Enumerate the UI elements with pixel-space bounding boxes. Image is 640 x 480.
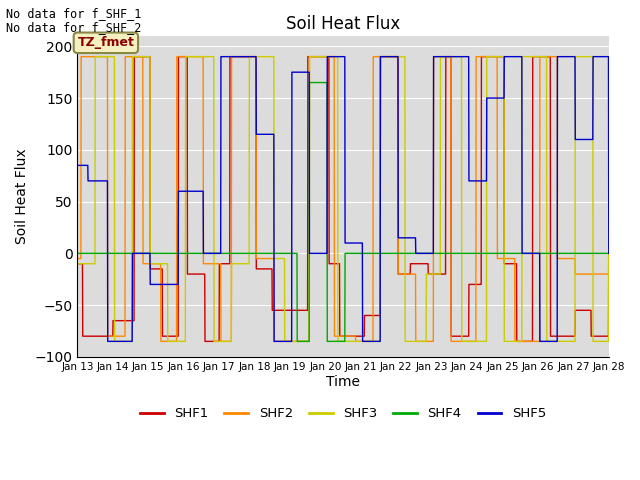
SHF2: [157, 338, 164, 344]
SHF2: [589, 271, 597, 277]
SHF3: [318, 54, 326, 60]
Line: SHF4: SHF4: [77, 83, 609, 341]
SHF5: [605, 251, 612, 256]
Line: SHF2: SHF2: [77, 57, 609, 341]
Line: SHF3: SHF3: [77, 57, 609, 341]
SHF4: [332, 338, 340, 344]
SHF1: [74, 261, 81, 266]
SHF4: [100, 251, 108, 256]
SHF1: [590, 333, 598, 339]
SHF4: [306, 80, 314, 85]
SHF1: [100, 333, 108, 339]
SHF3: [332, 54, 340, 60]
SHF5: [217, 54, 225, 60]
SHF5: [590, 54, 598, 60]
SHF1: [131, 54, 138, 60]
SHF3: [590, 338, 598, 344]
SHF3: [111, 338, 118, 344]
SHF1: [605, 251, 612, 256]
SHF3: [101, 54, 109, 60]
SHF3: [605, 251, 612, 256]
Text: No data for f_SHF_2: No data for f_SHF_2: [6, 21, 142, 34]
SHF5: [318, 251, 326, 256]
SHF3: [492, 54, 500, 60]
SHF5: [100, 178, 108, 184]
SHF5: [74, 163, 81, 168]
SHF3: [92, 54, 99, 60]
SHF2: [590, 271, 598, 277]
SHF2: [77, 54, 85, 60]
Line: SHF5: SHF5: [77, 57, 609, 341]
Text: No data for f_SHF_1: No data for f_SHF_1: [6, 7, 142, 20]
SHF2: [492, 54, 500, 60]
SHF3: [589, 338, 597, 344]
Y-axis label: Soil Heat Flux: Soil Heat Flux: [15, 149, 29, 244]
Text: TZ_fmet: TZ_fmet: [77, 36, 134, 49]
SHF1: [589, 333, 597, 339]
SHF4: [605, 251, 612, 256]
SHF1: [492, 54, 500, 60]
X-axis label: Time: Time: [326, 374, 360, 388]
SHF2: [101, 54, 109, 60]
Line: SHF1: SHF1: [77, 57, 609, 341]
SHF4: [293, 338, 301, 344]
SHF1: [318, 54, 326, 60]
Legend: SHF1, SHF2, SHF3, SHF4, SHF5: SHF1, SHF2, SHF3, SHF4, SHF5: [135, 402, 551, 426]
SHF5: [492, 95, 500, 101]
SHF1: [201, 338, 209, 344]
SHF5: [332, 54, 340, 60]
SHF5: [589, 54, 597, 60]
SHF2: [332, 333, 340, 339]
SHF3: [74, 261, 81, 266]
SHF4: [492, 251, 500, 256]
SHF2: [74, 256, 81, 262]
Title: Soil Heat Flux: Soil Heat Flux: [286, 15, 400, 33]
SHF2: [318, 54, 326, 60]
SHF4: [589, 251, 597, 256]
SHF4: [74, 251, 81, 256]
SHF4: [590, 251, 598, 256]
SHF4: [318, 80, 326, 85]
SHF2: [605, 251, 612, 256]
SHF5: [104, 338, 111, 344]
SHF1: [332, 261, 340, 266]
